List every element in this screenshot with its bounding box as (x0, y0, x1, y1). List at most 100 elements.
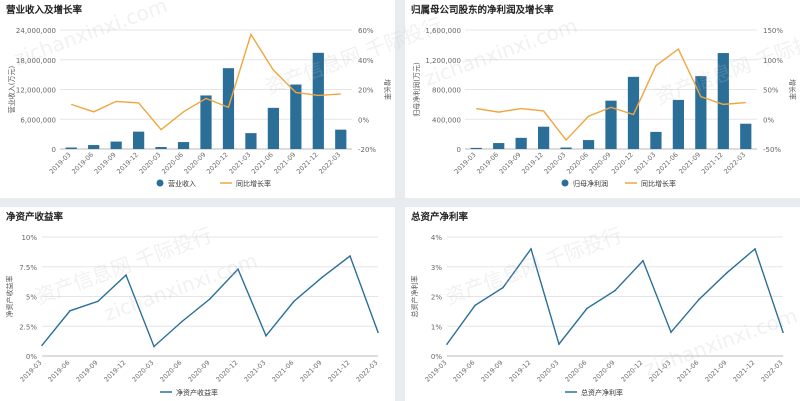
x-tick-label: 2020-03 (536, 359, 561, 384)
data-point (446, 343, 448, 345)
x-tick-label: 2019-12 (115, 151, 140, 176)
x-tick-label: 2020-06 (159, 359, 184, 384)
x-tick-label: 2019-06 (475, 151, 500, 176)
y-right-axis-title: 增长率 (383, 79, 392, 100)
x-tick-label: 2019-09 (93, 151, 118, 176)
bar (605, 100, 617, 149)
x-tick-label: 2021-03 (632, 151, 657, 176)
legend-bar-swatch (561, 179, 569, 187)
bar (245, 133, 257, 149)
y-right-tick-label: -50% (763, 146, 781, 154)
y-left-tick-label: 24,000,000 (16, 27, 56, 35)
netprofit-chart-title: 归属母公司股东的净利润及增长率 (411, 5, 554, 16)
legend-bar-label: 营业收入 (168, 179, 196, 188)
x-tick-label: 2019-09 (75, 359, 100, 384)
bar (470, 147, 482, 149)
x-tick-label: 2019-03 (453, 151, 478, 176)
y-tick-label: 5% (26, 294, 37, 302)
data-point (97, 300, 99, 303)
x-tick-label: 2019-09 (498, 151, 523, 176)
y-tick-label: 1% (431, 323, 442, 331)
legend-label: 净资产收益率 (176, 388, 218, 397)
x-tick-label: 2019-06 (452, 359, 477, 384)
bar (222, 68, 235, 149)
y-left-axis-title: 营业收入(万元) (7, 66, 16, 114)
y-tick-label: 0% (26, 353, 37, 361)
bar (335, 129, 347, 149)
y-right-tick-label: 50% (763, 87, 779, 95)
y-left-axis-title: 归母净利润(万元) (412, 62, 421, 117)
data-point (125, 274, 127, 276)
bar (515, 137, 527, 149)
x-tick-label: 2020-03 (138, 151, 163, 176)
x-tick-label: 2022-03 (355, 359, 380, 384)
y-tick-label: 10% (21, 234, 37, 242)
bar (177, 142, 190, 149)
growth-rate-line (476, 47, 746, 142)
bar (133, 131, 145, 149)
bar (582, 140, 595, 149)
netprofit-chart-panel: 归属母公司股东的净利润及增长率 0 400,000 800,000 1,200,000… (405, 0, 800, 198)
x-tick-label: 2021-09 (704, 359, 729, 384)
revenue-chart: 0 6,000,000 12,000,000 18,000,000 24,000,000… (7, 27, 392, 188)
y-left-tick-label: 1,200,000 (425, 57, 461, 65)
data-point (349, 255, 351, 257)
data-point (586, 307, 588, 310)
x-tick-label: 2020-09 (588, 151, 613, 176)
x-tick-label: 2021-03 (648, 359, 673, 384)
data-point (474, 304, 476, 307)
revenue-chart-panel: 营业收入及增长率 0 6,000,000 12,000,000 18,000,000 2… (0, 0, 395, 198)
roa-chart: 0% 1% 2% 3% 4% 总资产净利率 2019-03 2019-06 2019-09 201… (410, 234, 785, 397)
x-tick-label: 2022-03 (317, 151, 342, 176)
data-point (181, 320, 183, 323)
x-tick-label: 2021-06 (676, 359, 701, 384)
x-tick-label: 2019-12 (103, 359, 128, 384)
x-tick-label: 2020-09 (183, 151, 208, 176)
x-tick-label: 2019-09 (480, 359, 505, 384)
data-point (726, 271, 728, 274)
y-right-tick-label: 60% (358, 27, 374, 35)
legend-label: 总资产净利率 (581, 388, 623, 397)
x-tick-label: 2020-12 (610, 151, 635, 176)
x-tick-label: 2020-06 (160, 151, 185, 176)
y-left-tick-label: 18,000,000 (16, 57, 56, 65)
y-right-tick-label: 0% (763, 116, 774, 124)
x-tick-label: 2022-03 (760, 359, 785, 384)
bar (740, 123, 752, 149)
roe-chart-title: 净资产收益率 (6, 212, 64, 223)
y-right-tick-label: -20% (358, 146, 376, 154)
x-tick-label: 2019-03 (19, 359, 44, 384)
x-tick-label: 2019-12 (508, 359, 533, 384)
legend-bar-swatch (156, 179, 164, 187)
x-tick-label: 2020-12 (215, 359, 240, 384)
bar (672, 99, 684, 149)
series-line (41, 254, 379, 348)
bar (695, 76, 707, 149)
data-point (782, 331, 784, 333)
bar (88, 145, 100, 149)
y-left-tick-label: 0 (457, 146, 461, 154)
roa-chart-title: 总资产净利率 (411, 212, 469, 223)
x-tick-label: 2019-03 (48, 151, 73, 176)
bar (312, 52, 324, 149)
data-point (265, 334, 267, 337)
x-tick-label: 2021-12 (295, 151, 320, 176)
x-tick-label: 2021-06 (271, 359, 296, 384)
y-tick-label: 3% (431, 264, 442, 272)
data-point (153, 345, 155, 348)
x-tick-label: 2021-12 (700, 151, 725, 176)
x-tick-label: 2020-12 (620, 359, 645, 384)
x-tick-label: 2021-03 (243, 359, 268, 384)
y-left-tick-label: 0 (52, 146, 56, 154)
data-point (558, 343, 560, 345)
legend-bar-label: 归母净利润 (573, 179, 608, 188)
bar (538, 126, 550, 149)
bar (493, 143, 505, 149)
bar (155, 147, 167, 149)
bar (267, 107, 279, 149)
x-tick-label: 2021-09 (272, 151, 297, 176)
x-tick-label: 2020-09 (187, 359, 212, 384)
x-tick-label: 2020-03 (131, 359, 156, 384)
x-tick-label: 2021-09 (677, 151, 702, 176)
